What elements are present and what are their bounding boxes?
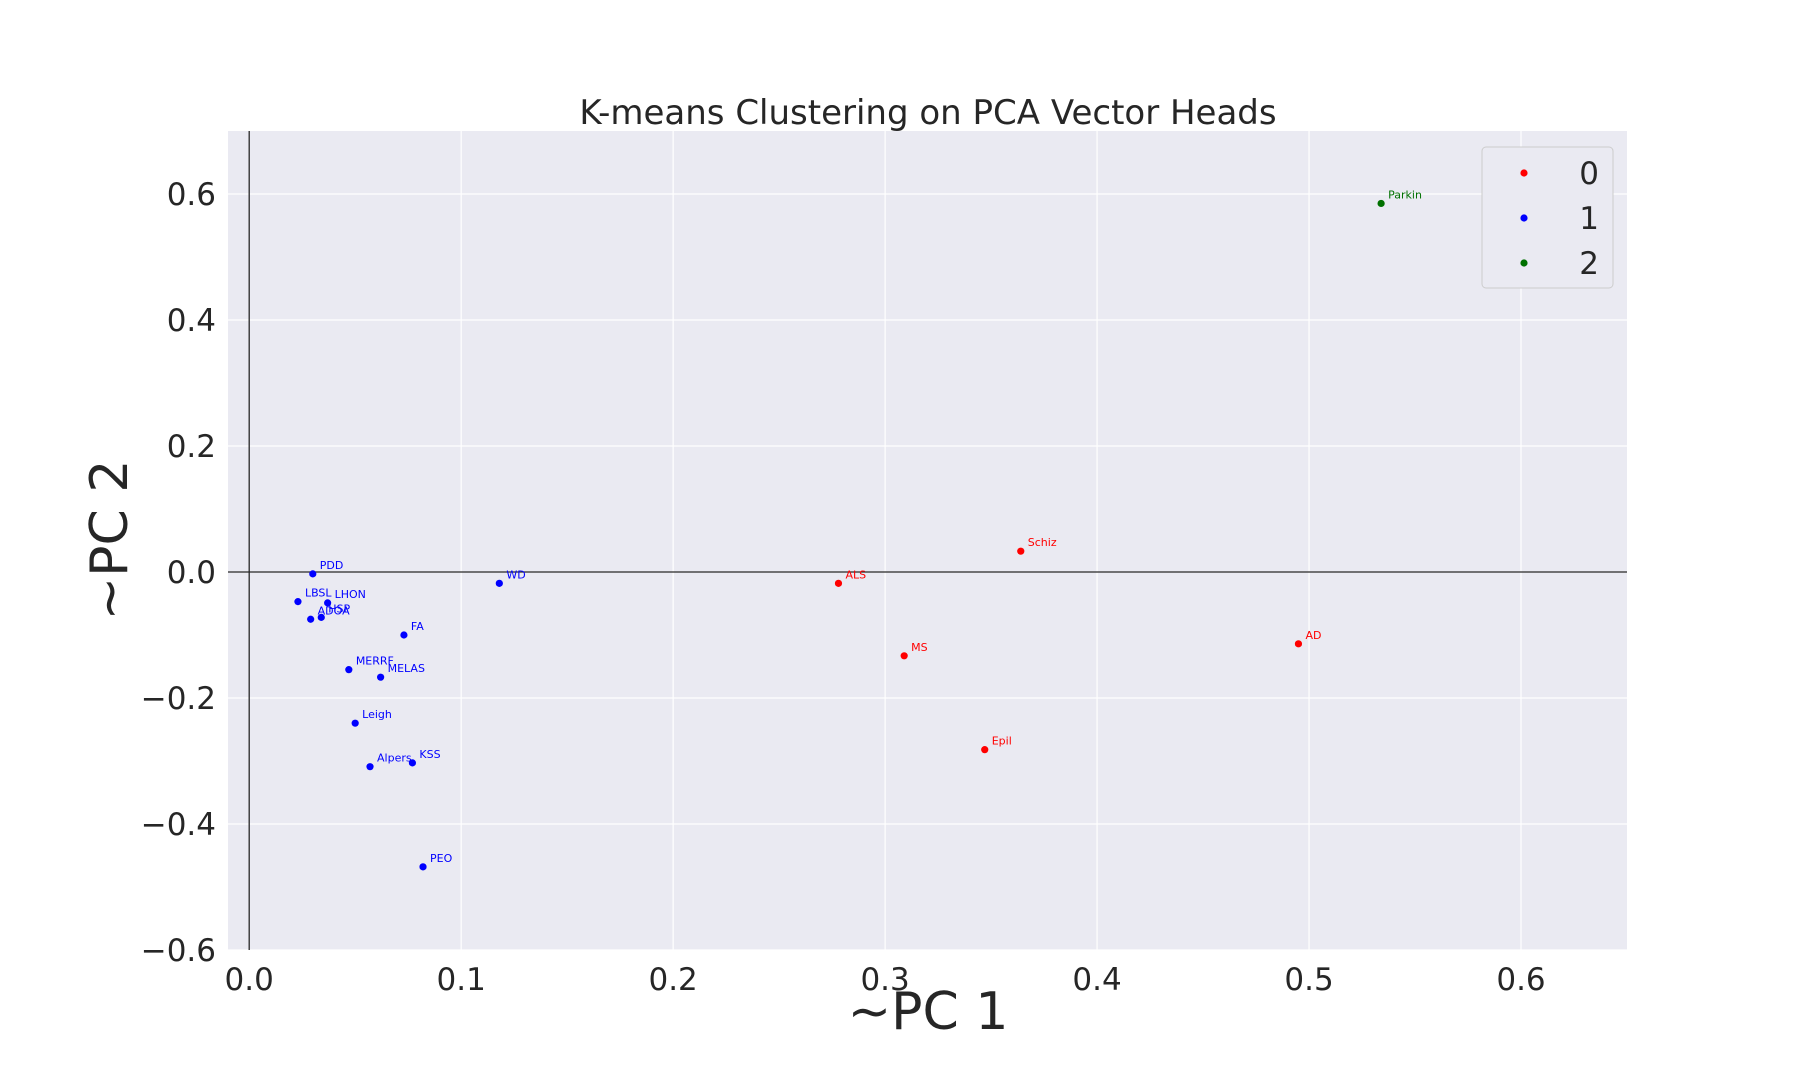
data-point	[834, 579, 843, 587]
y-tick-label: 0.4	[167, 303, 216, 339]
data-point	[377, 673, 385, 681]
data-point	[1017, 547, 1025, 555]
y-tick-label: 0.2	[167, 429, 216, 465]
x-tick-label: 0.0	[225, 962, 274, 998]
y-tick-label: 0.0	[167, 555, 216, 591]
point-label: Schiz	[1028, 536, 1057, 549]
point-label: KSS	[419, 748, 440, 761]
chart-title: K-means Clustering on PCA Vector Heads	[579, 93, 1276, 133]
legend-label: 1	[1579, 201, 1599, 237]
data-point	[408, 759, 417, 767]
x-tick-label: 0.6	[1496, 962, 1545, 998]
point-label: MS	[911, 641, 927, 654]
point-label: Epil	[992, 735, 1012, 748]
point-label: Leigh	[362, 708, 392, 721]
y-tick-label: −0.6	[141, 933, 216, 969]
point-label: FA	[411, 620, 424, 633]
data-point	[345, 666, 353, 674]
data-point	[324, 599, 332, 607]
point-label: LHON	[335, 588, 366, 601]
x-tick-label: 0.5	[1284, 962, 1333, 998]
data-point	[309, 570, 317, 578]
y-tick-label: 0.6	[167, 177, 216, 213]
data-point	[495, 579, 503, 587]
data-point	[419, 863, 427, 871]
x-tick-label: 0.2	[648, 962, 697, 998]
point-label: LBSL	[305, 587, 332, 600]
legend-marker	[1520, 214, 1528, 222]
data-point	[400, 631, 408, 639]
point-label: Alpers	[377, 752, 412, 765]
data-point	[317, 613, 325, 621]
data-point	[900, 652, 908, 660]
data-point	[981, 746, 989, 754]
x-tick-label: 0.3	[860, 962, 909, 998]
x-tick-label: 0.1	[437, 962, 486, 998]
plot-background	[228, 131, 1627, 950]
data-point	[307, 615, 315, 623]
point-label: MERRF	[356, 655, 394, 668]
legend-label: 2	[1579, 246, 1599, 282]
data-point	[294, 598, 302, 606]
point-label: Parkin	[1388, 188, 1422, 201]
y-axis-label: ~PC 2	[80, 460, 140, 621]
legend-marker	[1520, 259, 1528, 267]
y-tick-label: −0.2	[141, 681, 216, 717]
point-label: ALS	[845, 568, 866, 581]
data-point	[1377, 199, 1385, 208]
point-label: PDD	[320, 559, 344, 572]
point-label: PEO	[430, 852, 453, 865]
x-axis-label: ~PC 1	[848, 982, 1009, 1042]
legend-marker	[1520, 169, 1528, 177]
y-tick-label: −0.4	[141, 807, 216, 843]
legend-label: 0	[1579, 156, 1599, 192]
point-label: AD	[1305, 629, 1321, 642]
data-point	[366, 763, 374, 771]
legend-box	[1481, 146, 1614, 289]
point-label: HSP	[328, 602, 350, 615]
x-tick-label: 0.4	[1072, 962, 1121, 998]
point-label: ADOA	[318, 604, 350, 617]
data-point	[351, 719, 359, 727]
data-point	[1294, 640, 1303, 648]
point-label: WD	[506, 568, 525, 581]
point-label: MELAS	[388, 662, 425, 675]
